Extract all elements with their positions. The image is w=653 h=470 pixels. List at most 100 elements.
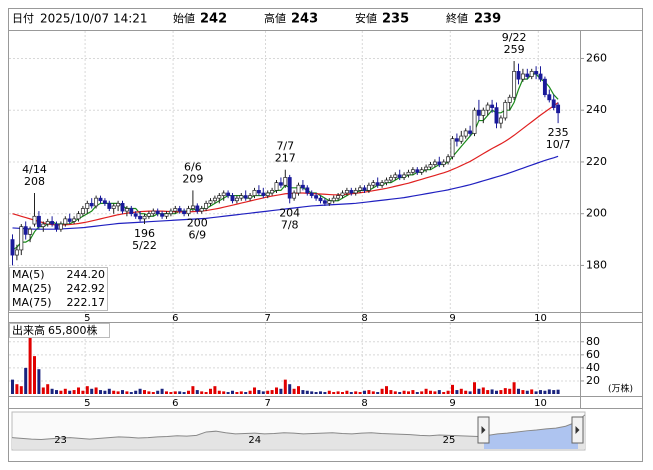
navigator-label: 24 xyxy=(248,435,261,446)
volume-bar xyxy=(90,388,94,394)
ma-line xyxy=(12,102,559,226)
volume-bar xyxy=(358,392,362,394)
candle-body xyxy=(278,182,283,186)
candle-body xyxy=(503,102,508,119)
candle-body xyxy=(534,71,539,75)
candle-body xyxy=(358,187,363,191)
candle-body xyxy=(72,218,77,222)
annotation-date: 7/8 xyxy=(281,218,299,231)
field-label: 始値 xyxy=(173,11,195,25)
field-value: 243 xyxy=(291,12,318,27)
volume-bar xyxy=(349,392,353,394)
candle-body xyxy=(160,213,165,217)
x-tick-label: 8 xyxy=(361,398,367,409)
volume-bar xyxy=(33,356,36,394)
candle-body xyxy=(50,221,55,225)
volume-bar xyxy=(222,391,226,394)
candle-body xyxy=(468,130,473,134)
field-label: 終値 xyxy=(446,11,468,25)
volume-bar xyxy=(336,391,340,394)
legend-name: MA(75) xyxy=(12,296,52,309)
volume-bar xyxy=(59,390,63,394)
candle-body xyxy=(146,213,151,217)
volume-bar xyxy=(442,392,446,394)
candle-body xyxy=(428,164,433,168)
candle-body xyxy=(54,223,59,230)
volume-bar xyxy=(81,390,85,394)
volume-bar xyxy=(411,390,415,394)
volume-bar xyxy=(125,391,129,394)
annotation-price: 235 xyxy=(548,126,569,139)
volume-bar xyxy=(103,390,107,394)
volume-bar xyxy=(121,390,124,394)
legend-box xyxy=(9,267,108,311)
volume-label-box xyxy=(9,323,110,338)
field-value: 239 xyxy=(474,12,501,27)
candle-body xyxy=(63,218,68,225)
navigator-selection-area xyxy=(484,420,578,449)
volume-bar xyxy=(213,386,217,394)
candle-body xyxy=(261,192,266,196)
volume-bar xyxy=(50,388,54,394)
annotation-price: 209 xyxy=(182,172,203,185)
y-tick-label: 180 xyxy=(586,258,607,271)
candle-body xyxy=(76,213,81,220)
x-tick-label: 10 xyxy=(534,398,547,409)
volume-bar xyxy=(239,391,243,394)
x-tick-label: 10 xyxy=(534,313,547,324)
candle-body xyxy=(129,208,134,215)
volume-bar xyxy=(310,391,314,394)
volume-bar xyxy=(464,390,468,394)
volume-bar xyxy=(301,390,305,394)
candle-body xyxy=(384,179,389,183)
candle-body xyxy=(397,174,402,178)
handle-grip xyxy=(481,426,486,434)
volume-bar xyxy=(160,388,164,394)
volume-bar xyxy=(235,392,239,394)
x-tick-label: 7 xyxy=(265,398,271,409)
unit-label: (万株) xyxy=(608,383,633,395)
volume-bar xyxy=(41,387,45,394)
ma-line xyxy=(12,155,559,230)
volume-bar xyxy=(481,387,485,394)
volume-bar xyxy=(517,388,520,394)
volume-bar xyxy=(143,390,146,394)
volume-bar xyxy=(297,386,300,394)
volume-bar xyxy=(178,391,182,394)
volume-bar xyxy=(11,379,14,394)
volume-bar xyxy=(55,390,58,394)
volume-bar xyxy=(200,391,204,394)
candle-body xyxy=(525,73,530,77)
candle-body xyxy=(485,104,490,111)
volume-bar xyxy=(389,390,393,394)
candle-body xyxy=(410,169,415,173)
volume-bar xyxy=(354,391,358,394)
candle-body xyxy=(292,192,297,199)
candle-body xyxy=(450,138,455,158)
volume-bar xyxy=(112,390,116,394)
candle-body xyxy=(380,182,385,186)
volume-bar xyxy=(459,388,463,394)
candle-body xyxy=(327,200,332,204)
candle-body xyxy=(542,78,547,96)
candle-body xyxy=(32,215,37,225)
candle-body xyxy=(340,192,345,196)
volume-bar xyxy=(468,391,472,394)
candle-body xyxy=(199,208,204,212)
volume-bar xyxy=(345,390,349,394)
candle-body xyxy=(349,190,354,194)
navigator-label: 25 xyxy=(443,435,456,446)
volume-bar xyxy=(134,390,138,394)
candle-body xyxy=(463,130,468,137)
volume-bar xyxy=(319,391,322,394)
volume-bar xyxy=(327,390,331,394)
volume-bar xyxy=(226,392,230,394)
volume-bar xyxy=(275,387,278,394)
volume-bar xyxy=(46,384,50,394)
candle-body xyxy=(274,182,279,191)
volume-bar xyxy=(534,391,538,394)
candle-body xyxy=(516,71,521,80)
volume-bar xyxy=(165,391,168,394)
annotation-price: 200 xyxy=(187,217,208,230)
volume-bar xyxy=(270,390,274,394)
